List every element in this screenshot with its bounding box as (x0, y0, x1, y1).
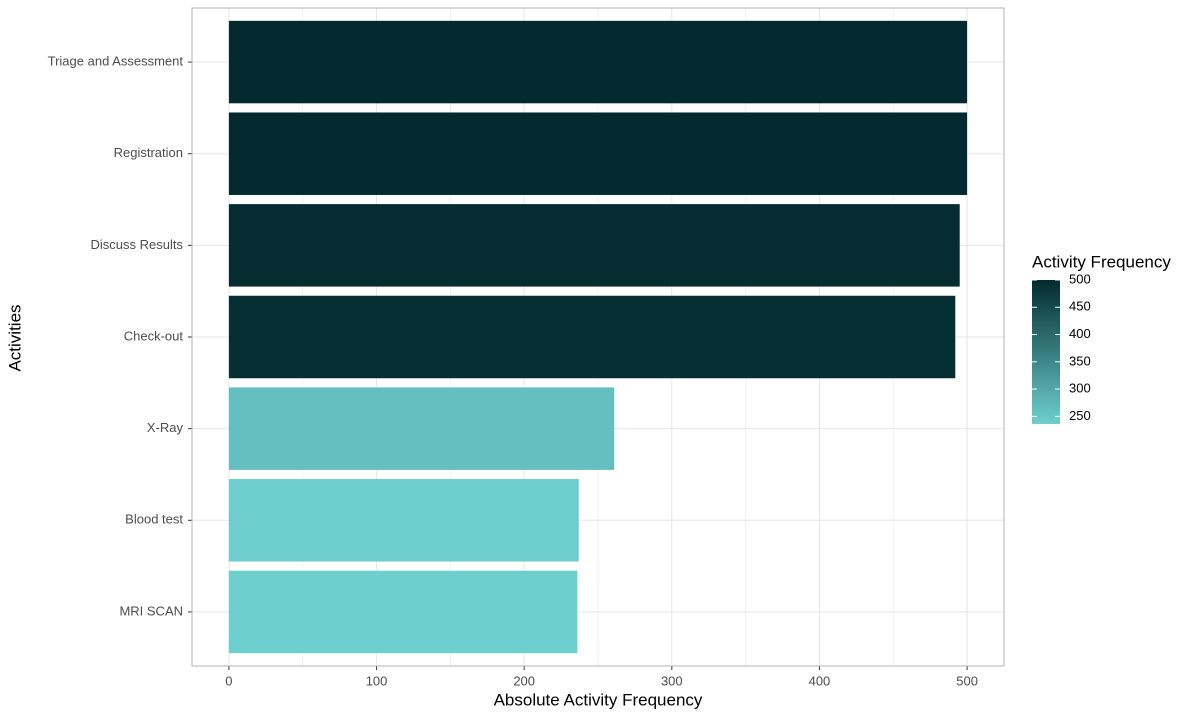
colorbar-label: 450 (1069, 299, 1091, 314)
x-tick-label: 100 (366, 673, 388, 688)
y-tick-label: Check-out (124, 328, 184, 343)
panel-border (191, 7, 1005, 667)
y-axis-title: Activities (5, 304, 24, 371)
bar (228, 570, 578, 654)
bar (228, 112, 968, 195)
bar (228, 295, 956, 379)
y-tick-label: Discuss Results (91, 237, 184, 252)
y-tick-label: MRI SCAN (119, 603, 183, 618)
y-tick-label: Triage and Assessment (48, 54, 184, 69)
x-tick-label: 500 (956, 673, 978, 688)
x-tick-label: 400 (809, 673, 831, 688)
x-tick-label: 200 (513, 673, 535, 688)
bar (228, 20, 968, 104)
bar (228, 479, 579, 562)
colorbar-label: 400 (1069, 326, 1091, 341)
colorbar (1032, 280, 1060, 424)
colorbar-label: 350 (1069, 353, 1091, 368)
y-tick-label: X-Ray (147, 420, 184, 435)
y-tick-label: Registration (114, 145, 183, 160)
colorbar-label: 300 (1069, 381, 1091, 396)
x-axis-title: Absolute Activity Frequency (494, 690, 703, 709)
x-tick-label: 300 (661, 673, 683, 688)
colorbar-label: 500 (1069, 271, 1091, 286)
y-tick-label: Blood test (125, 512, 183, 527)
x-tick-label: 0 (225, 673, 232, 688)
bar (228, 387, 615, 470)
bar (228, 204, 960, 287)
colorbar-label: 250 (1069, 408, 1091, 423)
legend-title: Activity Frequency (1032, 252, 1171, 271)
